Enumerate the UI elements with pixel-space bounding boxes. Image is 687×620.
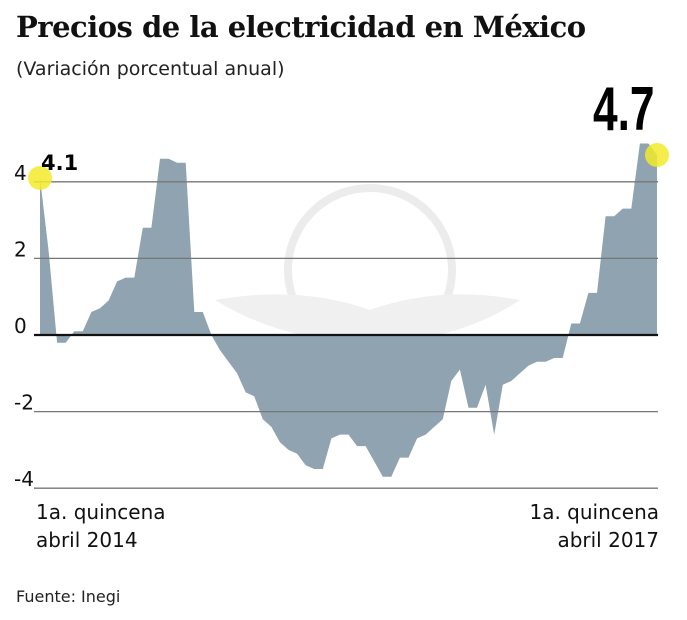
annotation-first-value: 4.1 [41, 151, 78, 175]
watermark-wings [215, 294, 520, 345]
area-series [40, 143, 657, 477]
y-tick-label: 4 [14, 161, 27, 185]
chart-subtitle: (Variación porcentual anual) [16, 58, 285, 80]
area-chart: 4 2 0 -2 -4 4.1 4.7 1a. quincena abril 2014 1a. q… [14, 75, 669, 552]
x-end-label: 1a. quincena [529, 500, 659, 524]
x-start-label: abril 2014 [36, 528, 138, 552]
annotation-last-value: 4.7 [593, 75, 655, 144]
source-note: Fuente: Inegi [16, 587, 121, 606]
x-start-label: 1a. quincena [36, 500, 166, 524]
y-tick-label: 2 [14, 237, 27, 261]
highlight-last-point [645, 142, 669, 167]
y-tick-label: -4 [14, 467, 34, 491]
chart-title: Precios de la electricidad en México [16, 10, 586, 44]
highlight-first-point [28, 165, 52, 190]
y-tick-label: -2 [14, 391, 34, 415]
x-end-label: abril 2017 [557, 528, 659, 552]
y-tick-label: 0 [14, 314, 27, 338]
